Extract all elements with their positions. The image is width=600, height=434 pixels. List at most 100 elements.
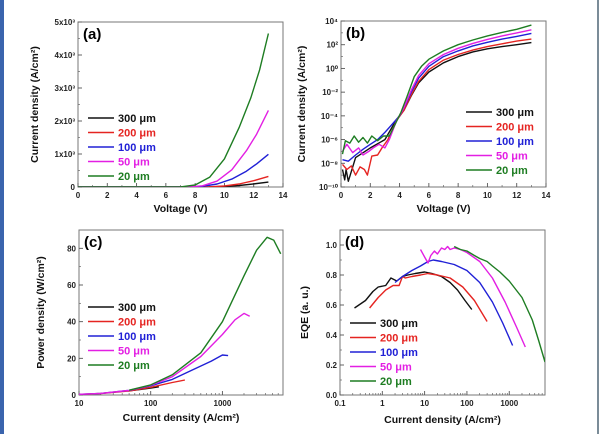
legend-label: 50 μm [380,362,412,374]
x-tick-label: 100 [460,399,474,408]
x-tick-label: 12 [512,191,521,200]
y-axis-title: Current density (A/cm²) [29,46,41,163]
y-tick-label: 0 [72,391,77,400]
x-tick-label: 2 [105,191,110,200]
y-tick-label: 3x10³ [55,84,76,93]
y-tick-label: 1.0 [326,241,338,250]
series-line-200m [369,272,488,322]
right-edge-line [597,0,599,434]
x-axis-title: Voltage (V) [153,203,207,215]
y-tick-label: 60 [67,281,76,290]
x-tick-label: 0 [76,191,81,200]
series-line-50m [78,110,270,187]
y-tick-label: 0.0 [326,391,338,400]
series-line-20m [453,245,545,363]
x-tick-label: 4 [134,191,139,200]
legend-label: 20 μm [118,171,150,183]
y-tick-label: 40 [67,318,76,327]
legend-label: 200 μm [496,122,534,134]
y-tick-label: 10⁻⁶ [321,136,338,145]
legend-label: 50 μm [118,346,150,358]
series-group [341,24,532,183]
y-tick-label: 0 [71,183,76,192]
y-tick-label: 10⁻² [322,88,338,97]
legend-label: 300 μm [496,107,534,119]
legend-label: 200 μm [380,333,418,345]
panel-c: 10 100 1000 0 20 40 60 80 Current density (A/cm²… [35,229,284,424]
legend-label: 200 μm [118,317,156,329]
series-line-200m [79,379,186,395]
series-line-50m [79,312,251,395]
x-tick-label: 10 [220,191,229,200]
legend: 300 μm 200 μm 100 μm 50 μm 20 μm [350,318,418,388]
panel-label: (c) [84,234,102,251]
panel-b: 0 2 4 6 8 10 12 14 10⁻¹⁰ 10⁻⁸ 10⁻⁶ 10⁻⁴ 10⁻² 10⁰ 10² 10… [296,17,551,215]
legend-label: 20 μm [118,360,150,372]
legend: 300 μm 200 μm 100 μm 50 μm 20 μm [88,113,156,183]
plot-frame [78,229,284,396]
x-axis-title: Voltage (V) [416,203,470,215]
panel-label: (d) [345,234,364,251]
series-line-50m [419,245,526,348]
x-tick-label: 10 [420,399,429,408]
y-tick-label: 4x10³ [55,51,76,60]
x-tick-label: 6 [164,191,169,200]
legend-label: 200 μm [118,128,156,140]
y-tick-label: 10⁴ [325,17,338,26]
legend-label: 100 μm [496,136,534,148]
x-tick-label: 1 [380,399,385,408]
x-tick-label: 8 [456,191,461,200]
y-axis-title: EQE (a. u.) [299,286,311,339]
legend-label: 100 μm [380,347,418,359]
left-edge-bar [0,0,4,434]
y-tick-label: 10² [326,41,338,50]
y-tick-label: 0.6 [326,301,338,310]
y-tick-label: 10⁻⁸ [321,159,338,168]
series-line-20m [78,33,270,187]
y-tick-label: 2x10³ [55,117,76,126]
x-tick-label: 10 [75,399,84,408]
x-tick-label: 14 [542,191,551,200]
x-tick-label: 0.1 [334,399,346,408]
x-tick-label: 6 [427,191,432,200]
y-tick-label: 0.4 [326,331,338,340]
legend: 300 μm 200 μm 100 μm 50 μm 20 μm [88,302,156,372]
x-axis-title: Current density (A/cm²) [384,414,501,426]
legend-label: 50 μm [118,157,150,169]
series-group [78,33,270,187]
x-tick-label: 10 [483,191,492,200]
x-axis-title: Current density (A/cm²) [123,412,240,424]
series-line-100m [79,354,229,395]
panel-a: 0 2 4 6 8 10 12 14 0 1x10³ 2x10³ 3x10³ 4x10³ 5x10³ Vol… [29,18,288,215]
legend-label: 300 μm [118,113,156,125]
x-tick-label: 1000 [500,399,518,408]
legend: 300 μm 200 μm 100 μm 50 μm 20 μm [466,107,534,177]
y-tick-label: 20 [67,354,76,363]
y-tick-label: 80 [67,244,76,253]
y-axis-title: Current density (A/cm²) [296,46,308,163]
legend-label: 50 μm [496,151,528,163]
panel-d: 0.1 1 10 100 1000 0.0 0.2 0.4 0.6 0.8 1.0 Current d… [299,229,546,426]
legend-label: 100 μm [118,142,156,154]
x-tick-label: 100 [144,399,158,408]
y-tick-label: 5x10³ [55,18,76,27]
plot-frame [339,229,546,396]
x-tick-label: 0 [339,191,344,200]
series-line-20m [341,24,532,155]
legend-label: 300 μm [118,302,156,314]
x-tick-label: 1000 [214,399,232,408]
legend-label: 300 μm [380,318,418,330]
legend-label: 20 μm [496,165,528,177]
y-tick-label: 0.2 [326,361,338,370]
y-tick-label: 10⁻⁴ [321,112,338,121]
y-tick-label: 0.8 [326,271,338,280]
series-line-100m [394,259,514,346]
x-tick-label: 2 [368,191,373,200]
panel-label: (a) [83,26,101,43]
x-tick-label: 4 [397,191,402,200]
series-group [79,236,282,395]
series-line-20m [128,236,282,391]
y-tick-label: 10⁰ [326,64,339,73]
series-group [354,245,545,363]
